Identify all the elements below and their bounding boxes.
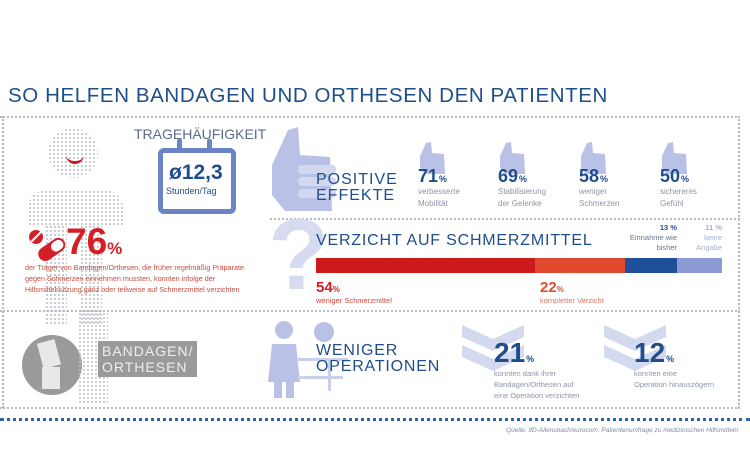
painkiller-description: der Träger von Bandagen/Orthesen, die fr… xyxy=(25,263,244,294)
page-title: SO HELFEN BANDAGEN UND ORTHESEN DEN PATI… xyxy=(8,84,608,107)
thumbs-up-icon xyxy=(662,142,687,174)
smile-icon xyxy=(66,155,84,164)
divider-top xyxy=(0,116,740,118)
bar-segment-na xyxy=(677,258,722,273)
person-head-icon xyxy=(48,128,98,178)
brace-lower-icon xyxy=(42,367,60,389)
thumbs-up-icon xyxy=(500,142,525,174)
segment-value-less: 54% xyxy=(316,279,340,296)
wear-value: ø12,3 xyxy=(169,161,223,184)
painkiller-big-value: 76% xyxy=(66,221,123,262)
thumbs-up-icon xyxy=(581,142,606,174)
operations-value: 12% xyxy=(634,337,675,368)
bar-segment-same xyxy=(624,258,678,273)
positive-label: verbesserte Mobilität xyxy=(418,187,460,208)
surgeon-icon xyxy=(268,321,348,398)
divider-bottom xyxy=(0,407,740,409)
divider-left xyxy=(2,116,4,408)
operations-label: konnten eine Operation hinauszögern xyxy=(634,369,715,389)
positive-label: Stabilisierung der Gelenke xyxy=(498,187,547,208)
calendar-ring-icon xyxy=(177,139,182,153)
positive-label: weniger Schmerzen xyxy=(579,187,620,208)
divider-footer xyxy=(0,418,750,421)
question-mark-icon: ? xyxy=(268,199,330,311)
wear-unit: Stunden/Tag xyxy=(166,186,217,196)
divider-row2 xyxy=(0,310,740,312)
divider-right xyxy=(738,116,740,408)
positive-heading: POSITIVE EFFEKTE xyxy=(316,172,398,204)
segment-label-none: kompletter Verzicht xyxy=(540,296,604,305)
segment-legend-na: 11 % keine Angabe xyxy=(696,223,722,252)
operations-value: 21% xyxy=(494,337,535,368)
knee-brace-icon xyxy=(22,335,82,395)
operations-heading-line1: WENIGER xyxy=(316,342,399,359)
wear-heading: TRAGEHÄUFIGKEIT xyxy=(134,126,267,142)
positive-heading-line1: POSITIVE xyxy=(316,171,398,188)
thumbs-up-icon xyxy=(420,142,445,174)
painkiller-heading: VERZICHT AUF SCHMERZMITTEL xyxy=(316,232,593,249)
person-leg-right-icon xyxy=(80,225,102,325)
positive-value: 69% xyxy=(498,166,528,186)
bar-segment-none xyxy=(535,258,625,273)
operations-label: konnten dank ihrer Bandagen/Orthesen auf… xyxy=(494,369,580,400)
chevron-down-icon xyxy=(604,325,666,371)
bar-segment-less xyxy=(316,258,536,273)
positive-value: 50% xyxy=(660,166,690,186)
source-note: Quelle: IfD-Allensbach/eurocom: Patiente… xyxy=(506,427,738,434)
painkiller-stacked-bar xyxy=(316,258,722,273)
product-label: BANDAGEN/ ORTHESEN xyxy=(98,341,198,377)
positive-label: sichereres Gefühl xyxy=(660,187,697,208)
positive-value: 58% xyxy=(579,166,609,186)
calendar-icon: ø12,3 Stunden/Tag xyxy=(158,139,236,214)
positive-heading-line2: EFFEKTE xyxy=(316,187,396,204)
segment-legend-same: 13 % Einnahme wie bisher xyxy=(629,223,677,252)
chevron-down-icon xyxy=(462,325,524,371)
operations-heading-line2: OPERATIONEN xyxy=(316,358,441,375)
positive-value: 71% xyxy=(418,166,448,186)
thumbs-up-icon xyxy=(272,127,336,211)
pill-icon xyxy=(29,230,66,262)
divider-row1 xyxy=(270,218,740,220)
person-shoulders-icon xyxy=(28,190,123,225)
operations-heading: WENIGER OPERATIONEN xyxy=(316,343,440,375)
brace-upper-icon xyxy=(36,339,62,369)
calendar-ring-icon xyxy=(207,139,212,153)
segment-label-less: weniger Schmerzmittel xyxy=(316,296,392,305)
segment-value-none: 22% xyxy=(540,279,564,296)
